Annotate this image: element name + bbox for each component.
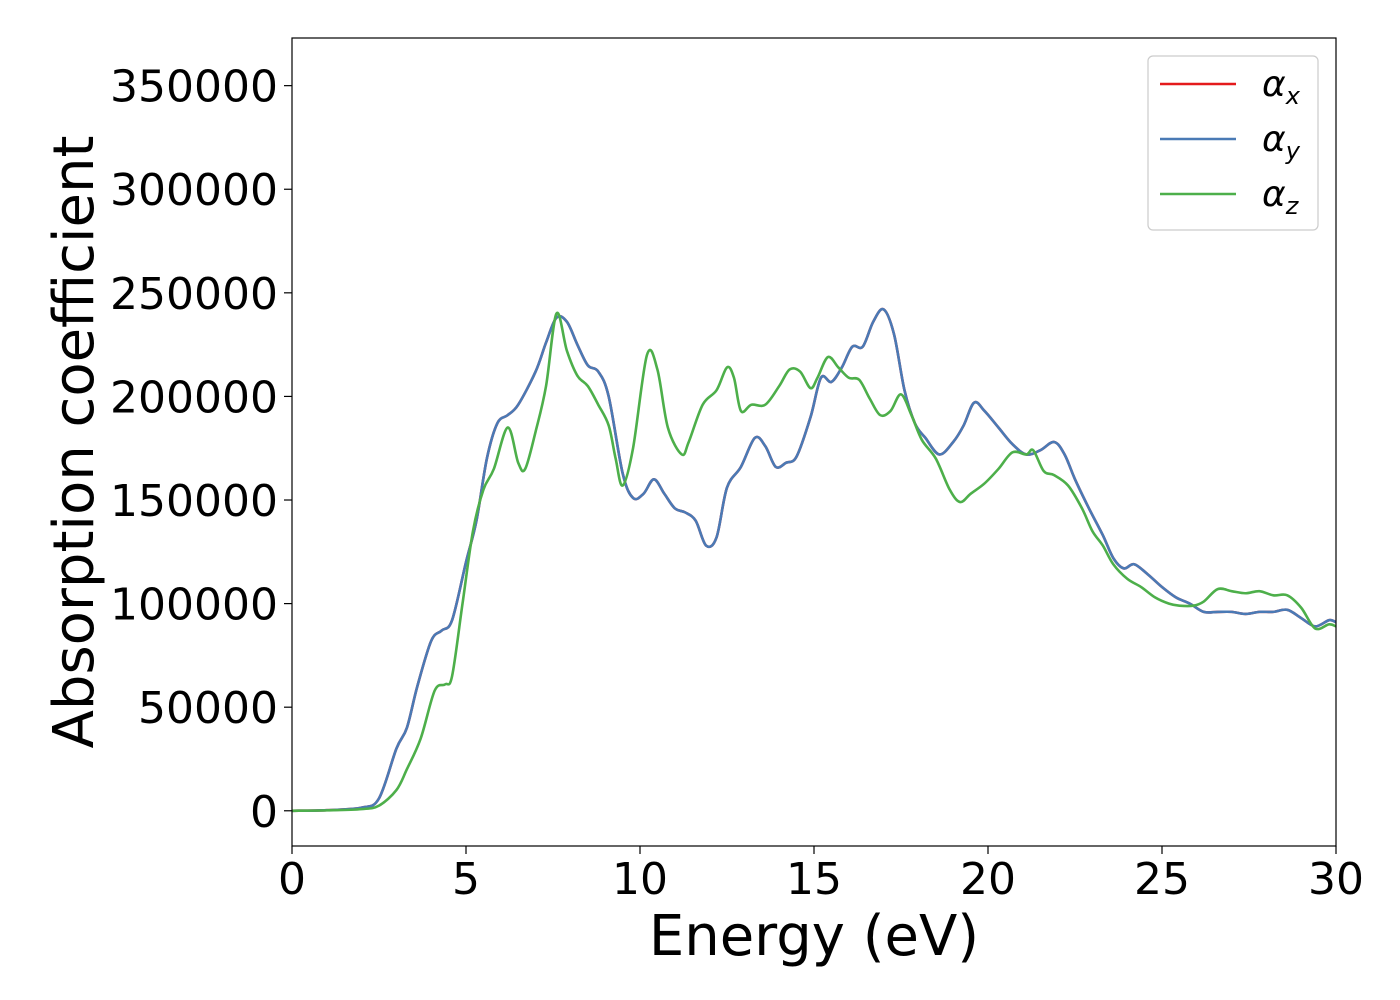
y-tick-label: 350000 xyxy=(110,62,278,113)
x-axis-ticks: 0 5 10 15 20 25 30 xyxy=(278,846,1364,905)
legend-label-z: αz xyxy=(1262,174,1300,220)
y-tick-label: 0 xyxy=(250,787,278,838)
x-tick-label: 25 xyxy=(1134,854,1190,905)
y-tick-label: 50000 xyxy=(138,683,278,734)
series-line-z xyxy=(292,311,1336,813)
y-tick-label: 300000 xyxy=(110,165,278,216)
legend-label-y: αy xyxy=(1262,119,1301,165)
x-tick-label: 5 xyxy=(452,854,480,905)
y-tick-label: 100000 xyxy=(110,580,278,631)
x-tick-label: 15 xyxy=(786,854,842,905)
x-tick-label: 20 xyxy=(960,854,1016,905)
x-tick-label: 10 xyxy=(612,854,668,905)
legend-box xyxy=(1147,55,1319,231)
y-axis-ticks: 0 50000 100000 150000 200000 250000 300000 3500… xyxy=(110,62,292,838)
y-tick-label: 250000 xyxy=(110,269,278,320)
x-axis-label: Energy (eV) xyxy=(649,904,979,969)
series-line-y xyxy=(292,307,1336,813)
legend-label-x: αx xyxy=(1262,64,1301,110)
x-tick-label: 0 xyxy=(278,854,306,905)
series-layer xyxy=(292,307,1336,813)
y-axis-label: Absorption coefficient xyxy=(42,136,107,749)
x-tick-label: 30 xyxy=(1308,854,1364,905)
legend: αx αy αz xyxy=(1147,55,1319,231)
y-tick-label: 200000 xyxy=(110,372,278,423)
y-tick-label: 150000 xyxy=(110,476,278,527)
